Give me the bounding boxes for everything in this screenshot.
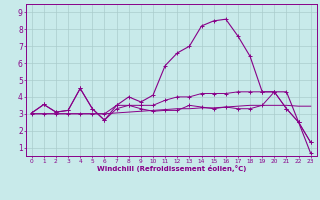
X-axis label: Windchill (Refroidissement éolien,°C): Windchill (Refroidissement éolien,°C) xyxy=(97,165,246,172)
